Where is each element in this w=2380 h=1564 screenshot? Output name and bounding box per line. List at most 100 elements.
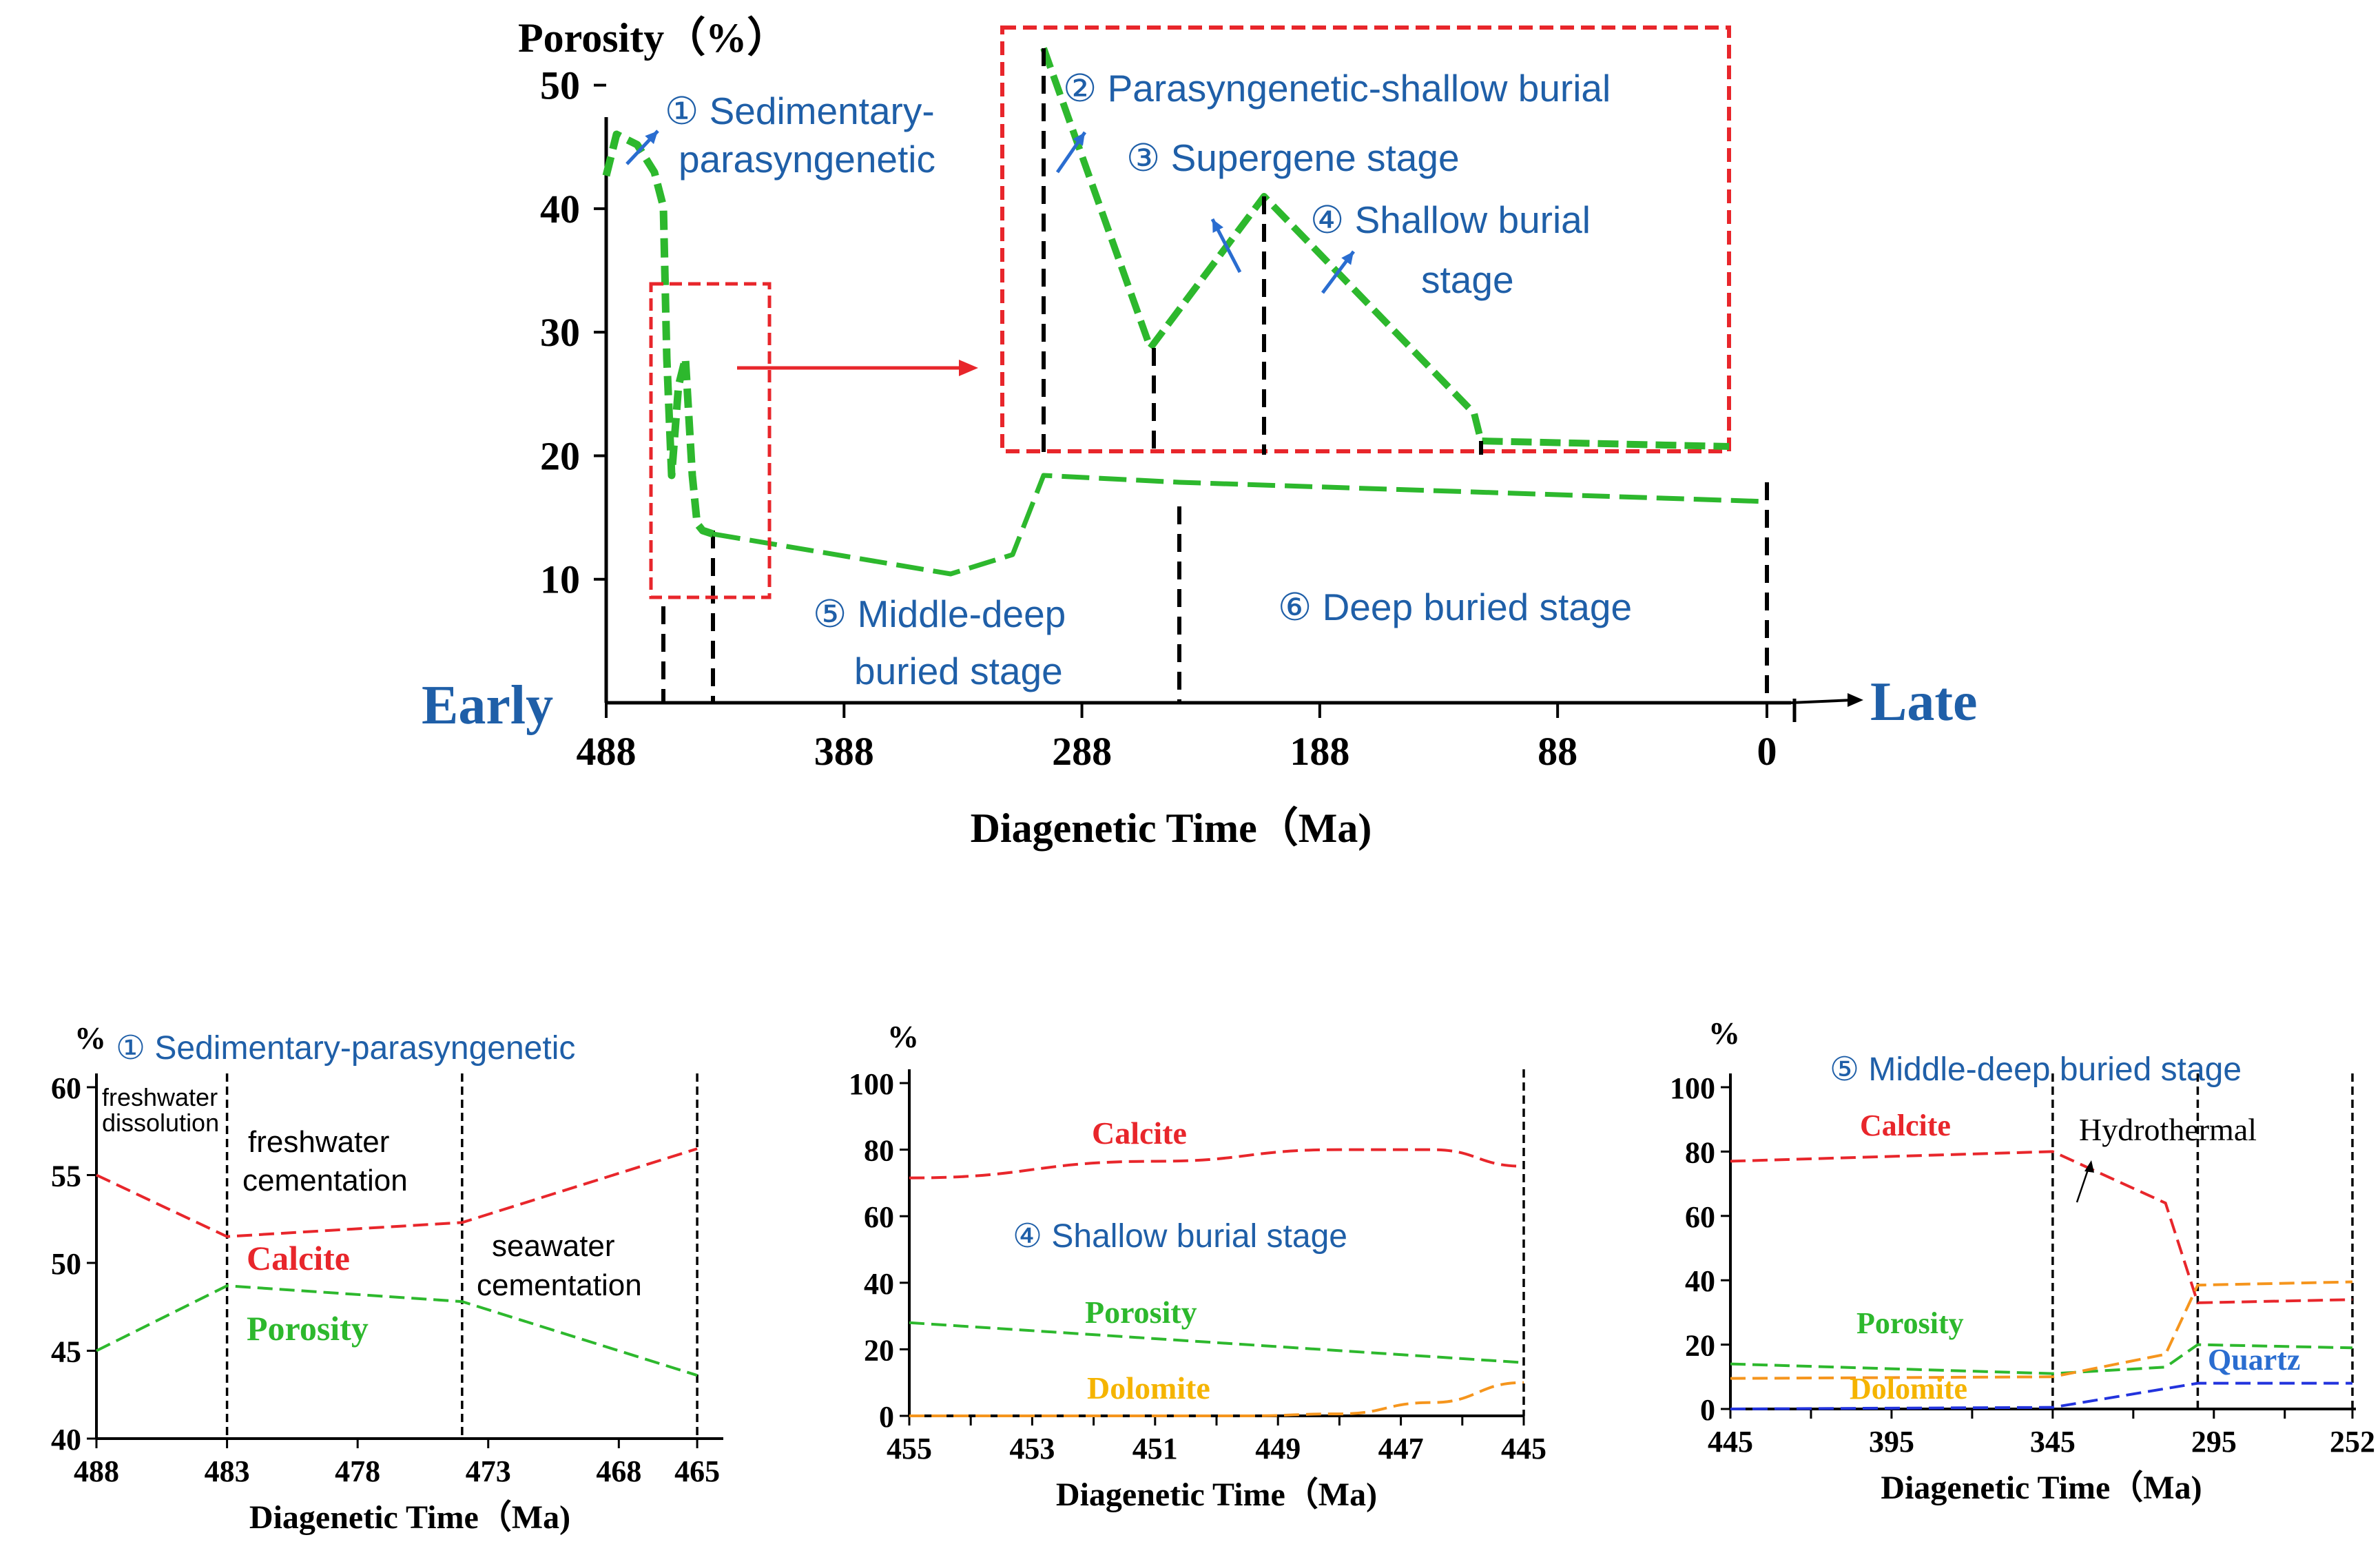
- sub3-x-tick-label: 395: [1869, 1425, 1914, 1459]
- sub3-y-title: %: [1708, 1016, 1740, 1051]
- sub1-calcite-label: Calcite: [247, 1239, 350, 1277]
- sub3-hydrothermal-arrowhead: [2084, 1160, 2094, 1173]
- main-x-tick-label: 388: [814, 729, 874, 774]
- main-y-title: Porosity（%）: [518, 14, 788, 61]
- main-x-tick-label: 488: [577, 729, 637, 774]
- sub2-x-tick-label: 447: [1378, 1432, 1424, 1465]
- sub3-y-tick-label: 40: [1685, 1264, 1715, 1298]
- sub3-y-tick-label: 20: [1685, 1329, 1715, 1363]
- sub1-zone1-label-line2: dissolution: [102, 1109, 219, 1137]
- stage2-label: ② Parasyngenetic-shallow burial: [1063, 67, 1611, 110]
- porosity-line-late: [712, 473, 1768, 577]
- main-x-tick-label: 188: [1290, 729, 1349, 774]
- sub1-x-tick-label: 473: [466, 1454, 511, 1488]
- sub1-y-tick-label: 50: [51, 1247, 81, 1281]
- sub2-x-tick-label: 449: [1255, 1432, 1301, 1465]
- sub1-x-tick-label: 488: [74, 1454, 119, 1488]
- stage4-label-line2: stage: [1421, 258, 1514, 301]
- stage5-label-line1: ⑤ Middle-deep: [813, 593, 1066, 635]
- sub3-calcite-line: [1730, 1150, 2353, 1304]
- sub1-zone3-label-line1: seawater: [492, 1229, 615, 1263]
- sub3-calcite-label: Calcite: [1860, 1109, 1951, 1142]
- sub3-x-tick-label: 295: [2191, 1425, 2237, 1459]
- sub1-zone2-label-line2: cementation: [242, 1164, 408, 1197]
- sub2-x-tick-label: 445: [1501, 1432, 1546, 1465]
- main-x-title: Diagenetic Time（Ma): [971, 805, 1372, 851]
- sub3-y-tick-label: 100: [1670, 1071, 1715, 1105]
- sub1-y-tick-label: 55: [51, 1160, 81, 1193]
- main-x-tick-label: 88: [1538, 729, 1577, 774]
- main-y-tick-label: 20: [540, 433, 580, 478]
- sub2-y-tick-label: 60: [864, 1200, 894, 1234]
- main-x-tick-label: 0: [1757, 729, 1777, 774]
- sub3-x-tick-label: 345: [2030, 1425, 2076, 1459]
- sub1-y-tick-label: 60: [51, 1071, 81, 1105]
- sub3-title: ⑤ Middle-deep buried stage: [1830, 1051, 2242, 1088]
- sub3-porosity-label: Porosity: [1856, 1306, 1964, 1340]
- main-y-tick-label: 50: [540, 63, 580, 108]
- sub1-y-tick-label: 45: [51, 1335, 81, 1369]
- sub2-y-tick-label: 40: [864, 1267, 894, 1301]
- sub1-zone3-label-line2: cementation: [477, 1268, 642, 1302]
- sub2-calcite-label: Calcite: [1092, 1115, 1187, 1151]
- stage1-label-line1: ① Sedimentary-: [665, 90, 935, 132]
- sub3-y-tick-label: 60: [1685, 1200, 1715, 1234]
- sub3-dolomite-line: [1730, 1280, 2353, 1380]
- stage-arrowhead: [1341, 251, 1354, 265]
- sub2-y-tick-label: 20: [864, 1333, 894, 1367]
- sub2-y-tick-label: 80: [864, 1134, 894, 1168]
- zoom-arrowhead: [959, 360, 978, 376]
- main-y-tick-label: 10: [540, 557, 580, 602]
- sub1-y-title: %: [74, 1020, 106, 1056]
- stage6-label: ⑥ Deep buried stage: [1278, 586, 1632, 628]
- main-y-tick-label: 30: [540, 310, 580, 355]
- stage-arrowhead: [645, 131, 658, 145]
- sub2-calcite-line: [909, 1148, 1524, 1180]
- sub1-y-tick-label: 40: [51, 1423, 81, 1457]
- sub2-porosity-label: Porosity: [1085, 1295, 1197, 1330]
- zoom-box: [649, 282, 772, 599]
- sub2-y-tick-label: 100: [849, 1067, 894, 1101]
- sub1-zone2-label-line1: freshwater: [248, 1125, 389, 1159]
- inset-frame: [1000, 25, 1731, 453]
- late-label: Late: [1870, 672, 1978, 732]
- sub1-x-tick-label: 465: [674, 1454, 720, 1488]
- sub1-zone1-label-line1: freshwater: [102, 1083, 218, 1111]
- sub1-x-tick-label: 478: [335, 1454, 380, 1488]
- sub2-dolomite-label: Dolomite: [1087, 1370, 1210, 1406]
- sub3-x-tick-label: 445: [1708, 1425, 1753, 1459]
- sub2-dolomite-line: [909, 1381, 1524, 1418]
- sub2-x-title: Diagenetic Time（Ma): [1056, 1476, 1377, 1513]
- sub1-porosity-label: Porosity: [247, 1309, 369, 1348]
- sub2-x-tick-label: 455: [887, 1432, 932, 1465]
- sub1-x-tick-label: 468: [596, 1454, 641, 1488]
- sub3-hydrothermal-arrow: [2076, 1165, 2091, 1203]
- sub3-dolomite-label: Dolomite: [1850, 1372, 1967, 1406]
- sub3-x-title: Diagenetic Time（Ma): [1881, 1470, 2202, 1506]
- sub2-x-tick-label: 451: [1132, 1432, 1178, 1465]
- sub2-porosity-line: [909, 1321, 1524, 1364]
- stage-arrowhead: [1212, 219, 1224, 233]
- sub2-x-tick-label: 453: [1009, 1432, 1055, 1465]
- sub1-calcite-line: [96, 1147, 698, 1238]
- main-x-tick-label: 288: [1052, 729, 1112, 774]
- porosity-line-early: [602, 130, 714, 538]
- sub1-x-tick-label: 483: [205, 1454, 250, 1488]
- sub2-y-tick-label: 0: [879, 1400, 894, 1434]
- sub1-title: ① Sedimentary-parasyngenetic: [116, 1030, 575, 1067]
- stage5-label-line2: buried stage: [854, 650, 1063, 692]
- main-axis-arrowhead: [1848, 693, 1863, 707]
- sub1-porosity-line: [96, 1284, 698, 1377]
- sub2-title: ④ Shallow burial stage: [1013, 1218, 1347, 1255]
- sub2-y-title: %: [887, 1019, 919, 1054]
- stage3-label: ③ Supergene stage: [1126, 136, 1460, 179]
- early-label: Early: [422, 675, 553, 736]
- sub1-x-title: Diagenetic Time（Ma): [249, 1499, 570, 1536]
- sub3-hydrothermal-label: Hydrothermal: [2079, 1112, 2257, 1147]
- sub3-x-tick-label: 252: [2330, 1425, 2375, 1459]
- inset-porosity-line: [1040, 47, 1730, 450]
- main-axis-arrow-shaft: [1790, 699, 1854, 704]
- sub3-y-tick-label: 80: [1685, 1135, 1715, 1169]
- stage1-label-line2: parasyngenetic: [679, 138, 935, 181]
